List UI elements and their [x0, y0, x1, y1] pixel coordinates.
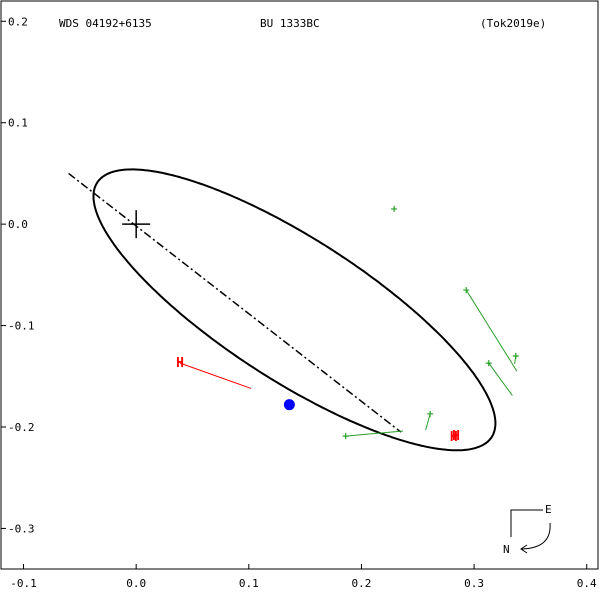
x-tick-label: 0.0	[126, 577, 146, 590]
compass-north-arm	[510, 509, 543, 537]
compass-arrow-head	[520, 544, 528, 554]
observation-residual	[465, 289, 518, 372]
orbit-ellipse	[92, 168, 497, 452]
y-tick-label: 0.2	[8, 15, 28, 28]
line-of-nodes	[68, 172, 402, 433]
observation-point	[427, 410, 434, 417]
marks-layer: HHH	[68, 168, 519, 452]
h-point-label: H	[450, 430, 458, 445]
observation-residual	[425, 413, 431, 431]
observation-point	[391, 205, 398, 212]
x-tick-label: 0.1	[239, 577, 259, 590]
x-tick-label: 0.4	[577, 577, 597, 590]
x-tick-label: -0.1	[10, 577, 37, 590]
h-point-label: H	[452, 429, 460, 444]
observation-point	[342, 433, 349, 440]
compass-north-label: N	[503, 543, 510, 556]
observation-point	[485, 360, 492, 367]
compass: E N	[503, 503, 552, 556]
plot-frame	[0, 0, 599, 570]
header-left-label: WDS 04192+6135	[59, 17, 152, 30]
observation-point	[463, 287, 470, 294]
y-tick-label: 0.1	[8, 117, 28, 130]
h-point-residual	[179, 362, 252, 389]
observation-point	[512, 353, 519, 359]
periastron-dot	[283, 399, 295, 411]
y-tick-label: -0.3	[8, 522, 35, 535]
observation-residual	[345, 430, 404, 437]
header-right-label: (Tok2019e)	[480, 17, 546, 30]
y-tick-label: -0.2	[8, 421, 35, 434]
compass-east-label: E	[545, 503, 552, 516]
x-tick-label: 0.2	[352, 577, 372, 590]
h-point-label: H	[176, 356, 184, 371]
y-tick-label: -0.1	[8, 320, 35, 333]
y-tick-label: 0.0	[8, 218, 28, 231]
axes-layer: -0.1 0.0 0.1 0.2 0.3 0.4 0.2 0.1 0.0 -0.1 -0.2 -0.3	[1, 15, 597, 590]
header-center-label: BU 1333BC	[260, 17, 320, 30]
compass-rotation-arrow	[521, 522, 551, 550]
x-tick-label: 0.3	[464, 577, 484, 590]
observation-residual	[488, 362, 513, 396]
